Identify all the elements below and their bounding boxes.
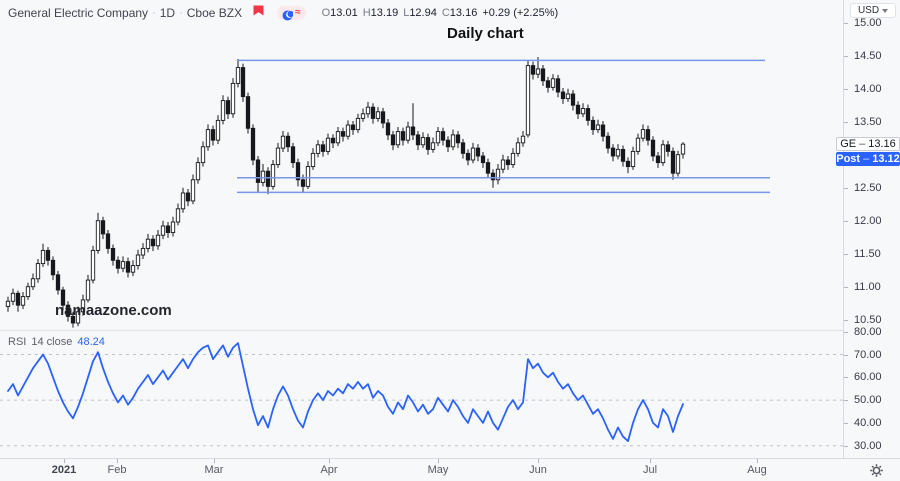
interval-label[interactable]: 1D — [159, 6, 176, 20]
open-label: O — [321, 7, 331, 19]
time-axis-label: Aug — [747, 464, 767, 476]
separator-dot: · — [152, 7, 156, 19]
candlestick-series[interactable] — [5, 57, 686, 328]
rsi-tick-label: 30.00 — [854, 439, 882, 452]
high-value: 13.19 — [370, 7, 399, 19]
rsi-tick-mark — [844, 422, 848, 424]
price-tick-mark — [844, 187, 848, 189]
ohlc-readout: O13.01 H13.19 L12.94 C13.16 +0.29 (+2.25… — [322, 7, 559, 19]
price-tick-mark — [844, 220, 848, 222]
rsi-tick-mark — [844, 400, 848, 402]
price-tick-label: 15.00 — [854, 16, 882, 29]
time-axis-label: 2021 — [51, 464, 77, 476]
price-tick-mark — [844, 22, 848, 24]
chart-header: General Electric Company · 1D · Cboe BZX… — [8, 4, 558, 22]
currency-selector-button[interactable]: USD — [850, 3, 896, 18]
broker-badge[interactable]: ≈ — [277, 6, 306, 20]
time-tick-mark — [64, 459, 65, 463]
time-axis[interactable]: 2021 Feb Mar Apr May Jun Jul Aug — [0, 458, 900, 481]
time-axis-label: Jun — [529, 464, 547, 476]
price-tick-mark — [844, 319, 848, 321]
time-axis-label: Mar — [204, 464, 224, 476]
exchange-label[interactable]: Cboe BZX — [186, 6, 243, 20]
price-axis[interactable]: USD 15.00 14.50 14.00 13.50 12.50 12.00 11.50 1… — [836, 0, 900, 458]
price-tick-label: 14.00 — [854, 82, 882, 95]
rsi-tick-label: 80.00 — [854, 325, 882, 338]
price-tick-label: 13.50 — [854, 115, 882, 128]
chart-plot-area[interactable] — [0, 0, 843, 458]
separator-dot: · — [179, 7, 183, 19]
time-tick-mark — [438, 459, 439, 463]
approx-icon: ≈ — [295, 7, 301, 18]
close-value: 13.16 — [449, 7, 478, 19]
time-tick-mark — [329, 459, 330, 463]
rsi-line[interactable] — [7, 342, 684, 443]
price-tick-label: 10.50 — [854, 313, 882, 326]
price-tick-mark — [844, 253, 848, 255]
chevron-down-icon — [882, 8, 889, 13]
rsi-current-value: 48.24 — [77, 336, 105, 348]
time-tick-mark — [757, 459, 758, 463]
rsi-tick-mark — [844, 354, 848, 356]
change-value: +0.29 (+2.25%) — [482, 7, 559, 19]
rsi-tick-label: 70.00 — [854, 348, 882, 361]
last-price-tag: GE –13.16 — [836, 137, 900, 151]
rsi-tick-label: 60.00 — [854, 371, 882, 384]
price-tick-mark — [844, 121, 848, 123]
post-market-price-tag: Post –13.12 — [836, 152, 900, 166]
time-axis-label: May — [427, 464, 449, 476]
price-tick-mark — [844, 88, 848, 90]
time-tick-mark — [538, 459, 539, 463]
time-axis-label: Apr — [320, 464, 338, 476]
low-value: 12.94 — [409, 7, 437, 19]
time-axis-label: Feb — [107, 464, 127, 476]
watermark-text: namaazone.com — [55, 302, 172, 319]
exchange-logo-flag-icon — [252, 4, 265, 22]
price-tick-label: 14.50 — [854, 49, 882, 62]
price-tick-label: 12.50 — [854, 181, 882, 194]
price-tick-mark — [844, 286, 848, 288]
time-tick-mark — [650, 459, 651, 463]
price-tick-label: 12.00 — [854, 214, 882, 227]
time-tick-mark — [214, 459, 215, 463]
open-value: 13.01 — [330, 7, 358, 19]
moon-icon — [282, 8, 294, 20]
price-tick-label: 11.50 — [854, 247, 881, 260]
low-label: L — [403, 7, 410, 19]
rsi-params: 14 close — [31, 336, 73, 348]
time-tick-mark — [117, 459, 118, 463]
price-tick-label: 11.00 — [854, 280, 881, 293]
rsi-tick-label: 50.00 — [854, 394, 882, 407]
rsi-tick-mark — [844, 331, 848, 333]
rsi-tick-mark — [844, 445, 848, 447]
rsi-indicator-legend[interactable]: RSI 14 close 48.24 — [8, 336, 105, 348]
rsi-name: RSI — [8, 336, 27, 348]
rsi-tick-mark — [844, 377, 848, 379]
price-tick-mark — [844, 55, 848, 57]
rsi-tick-label: 40.00 — [854, 416, 882, 429]
settings-gear-icon[interactable] — [868, 462, 885, 479]
time-axis-label: Jul — [642, 464, 658, 476]
chart-title-annotation: Daily chart — [447, 25, 524, 42]
high-label: H — [362, 7, 371, 19]
currency-label: USD — [857, 5, 880, 16]
symbol-name[interactable]: General Electric Company — [8, 6, 149, 20]
close-label: C — [441, 7, 450, 19]
